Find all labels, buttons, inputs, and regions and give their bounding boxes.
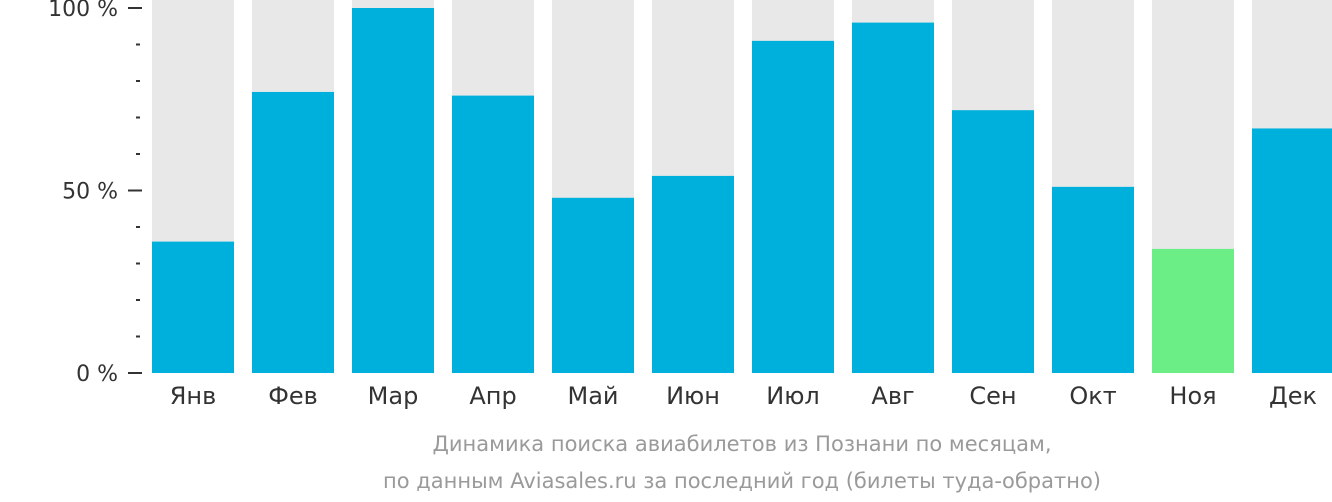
x-tick-label: Июн xyxy=(666,382,720,410)
x-tick-label: Авг xyxy=(871,382,914,410)
x-tick-label: Дек xyxy=(1269,382,1317,410)
x-tick-label: Ноя xyxy=(1169,382,1216,410)
y-tick-label: 0 % xyxy=(76,362,118,387)
bars-layer xyxy=(152,0,1332,373)
x-tick-label: Янв xyxy=(170,382,217,410)
chart-caption-line1: Динамика поиска авиабилетов из Познани п… xyxy=(432,432,1051,456)
x-axis-labels: Янв Фев Мар Апр Май Июн Июл Авг Сен Окт Ноя Дек xyxy=(170,382,1317,410)
x-tick-label: Сен xyxy=(969,382,1016,410)
y-tick-label: 100 % xyxy=(48,0,118,22)
bar-Мар xyxy=(352,8,434,373)
bar-Янв xyxy=(152,241,234,373)
bar-Июн xyxy=(652,175,734,373)
bar-Авг xyxy=(852,22,934,373)
bar-Апр xyxy=(452,95,534,373)
x-tick-label: Мар xyxy=(368,382,419,410)
y-axis: 100 % 50 % 0 % xyxy=(48,0,142,387)
x-tick-label: Фев xyxy=(268,382,318,410)
x-tick-label: Июл xyxy=(766,382,820,410)
chart-caption-line2: по данным Aviasales.ru за последний год … xyxy=(383,469,1101,493)
x-tick-label: Апр xyxy=(469,382,516,410)
bar-Май xyxy=(552,197,634,373)
y-tick-label: 50 % xyxy=(62,180,118,205)
bar-Ноя xyxy=(1152,248,1234,373)
bar-Дек xyxy=(1252,128,1332,373)
bar-Июл xyxy=(752,40,834,373)
x-tick-label: Окт xyxy=(1069,382,1116,410)
x-tick-label: Май xyxy=(567,382,618,410)
bar-Сен xyxy=(952,110,1034,373)
bar-Фев xyxy=(252,91,334,373)
bar-Окт xyxy=(1052,186,1134,373)
